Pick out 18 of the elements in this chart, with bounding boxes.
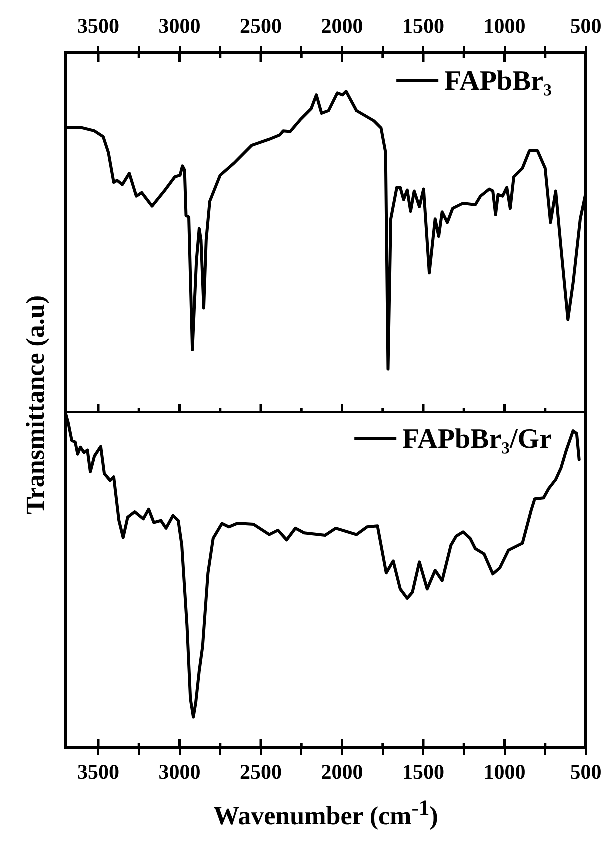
x-axis-title: Wavenumber (cm$^{-1}$): [214, 796, 438, 832]
x-tick-label: 500: [570, 14, 602, 38]
legend-label: FAPbBr₃: [444, 66, 552, 98]
x-tick-label: 2000: [321, 14, 364, 38]
x-tick-label: 2000: [321, 760, 364, 784]
y-axis-title: Transmittance (a.u): [21, 295, 51, 515]
x-tick-label: 500: [570, 760, 602, 784]
x-tick-label: 1000: [484, 14, 526, 38]
x-tick-label: 3000: [158, 14, 201, 38]
x-tick-label: 2500: [240, 14, 282, 38]
x-tick-label: 3500: [78, 760, 120, 784]
x-tick-label: 3500: [78, 14, 120, 38]
x-tick-label: 1500: [402, 14, 444, 38]
x-tick-label: 1000: [484, 760, 526, 784]
x-tick-label: 1500: [402, 760, 444, 784]
x-tick-label: 2500: [240, 760, 282, 784]
x-tick-label: 3000: [158, 760, 201, 784]
legend-label: FAPbBr₃/Gr: [402, 424, 552, 456]
